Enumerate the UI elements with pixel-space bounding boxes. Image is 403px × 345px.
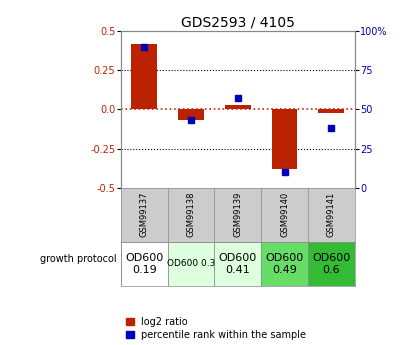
- Text: growth protocol: growth protocol: [39, 255, 116, 265]
- Text: GSM99137: GSM99137: [140, 192, 149, 237]
- Text: OD600
0.19: OD600 0.19: [125, 253, 163, 275]
- Title: GDS2593 / 4105: GDS2593 / 4105: [181, 16, 295, 30]
- Text: GSM99140: GSM99140: [280, 192, 289, 237]
- Text: OD600
0.6: OD600 0.6: [312, 253, 350, 275]
- Bar: [121, 241, 168, 286]
- Text: GSM99139: GSM99139: [233, 192, 242, 237]
- Bar: [225, 105, 251, 109]
- Bar: [131, 43, 157, 109]
- Text: GSM99141: GSM99141: [327, 192, 336, 237]
- Bar: [214, 241, 261, 286]
- Bar: [308, 241, 355, 286]
- Bar: [261, 241, 308, 286]
- Bar: [272, 109, 297, 169]
- Text: OD600 0.3: OD600 0.3: [167, 259, 215, 268]
- Legend: log2 ratio, percentile rank within the sample: log2 ratio, percentile rank within the s…: [126, 317, 306, 340]
- Text: OD600
0.49: OD600 0.49: [266, 253, 303, 275]
- Text: OD600
0.41: OD600 0.41: [219, 253, 257, 275]
- Bar: [318, 109, 344, 112]
- Text: GSM99138: GSM99138: [187, 192, 195, 237]
- Bar: [168, 241, 214, 286]
- Bar: [178, 109, 204, 120]
